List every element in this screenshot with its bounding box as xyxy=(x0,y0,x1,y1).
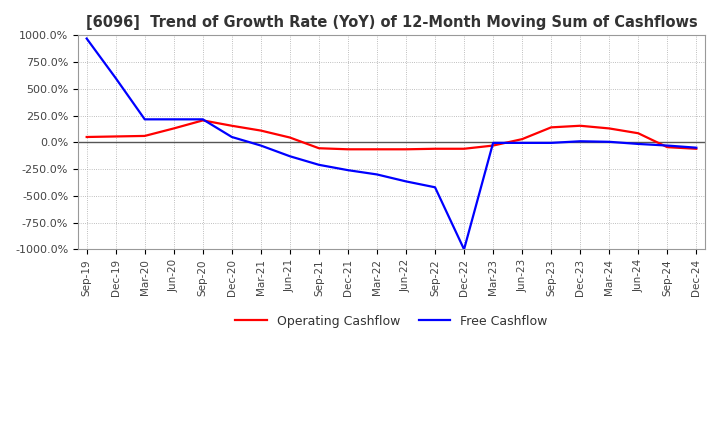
Operating Cashflow xyxy=(692,146,701,151)
Operating Cashflow xyxy=(489,143,498,148)
Free Cashflow xyxy=(431,185,439,190)
Free Cashflow xyxy=(82,36,91,41)
Free Cashflow xyxy=(169,117,178,122)
Free Cashflow xyxy=(634,141,642,147)
Operating Cashflow xyxy=(112,134,120,139)
Operating Cashflow xyxy=(460,146,469,151)
Operating Cashflow xyxy=(228,123,236,128)
Free Cashflow xyxy=(402,179,410,184)
Free Cashflow xyxy=(228,134,236,139)
Operating Cashflow xyxy=(315,146,323,151)
Operating Cashflow xyxy=(140,133,149,139)
Free Cashflow xyxy=(460,247,469,252)
Operating Cashflow xyxy=(256,128,265,133)
Operating Cashflow xyxy=(634,131,642,136)
Free Cashflow xyxy=(518,140,526,146)
Free Cashflow xyxy=(489,140,498,146)
Operating Cashflow xyxy=(576,123,585,128)
Operating Cashflow xyxy=(343,147,352,152)
Operating Cashflow xyxy=(82,134,91,139)
Title: [6096]  Trend of Growth Rate (YoY) of 12-Month Moving Sum of Cashflows: [6096] Trend of Growth Rate (YoY) of 12-… xyxy=(86,15,698,30)
Free Cashflow xyxy=(286,154,294,159)
Line: Operating Cashflow: Operating Cashflow xyxy=(86,121,696,149)
Operating Cashflow xyxy=(546,125,555,130)
Operating Cashflow xyxy=(518,136,526,142)
Operating Cashflow xyxy=(286,135,294,140)
Operating Cashflow xyxy=(605,126,613,131)
Free Cashflow xyxy=(373,172,382,177)
Free Cashflow xyxy=(605,139,613,144)
Line: Free Cashflow: Free Cashflow xyxy=(86,39,696,249)
Operating Cashflow xyxy=(431,146,439,151)
Free Cashflow xyxy=(112,76,120,81)
Free Cashflow xyxy=(315,162,323,168)
Free Cashflow xyxy=(343,168,352,173)
Free Cashflow xyxy=(663,143,672,148)
Operating Cashflow xyxy=(199,118,207,123)
Operating Cashflow xyxy=(373,147,382,152)
Free Cashflow xyxy=(199,117,207,122)
Operating Cashflow xyxy=(169,126,178,131)
Free Cashflow xyxy=(692,145,701,150)
Free Cashflow xyxy=(256,143,265,148)
Free Cashflow xyxy=(546,140,555,146)
Legend: Operating Cashflow, Free Cashflow: Operating Cashflow, Free Cashflow xyxy=(230,310,552,333)
Free Cashflow xyxy=(140,117,149,122)
Operating Cashflow xyxy=(663,144,672,150)
Free Cashflow xyxy=(576,139,585,144)
Operating Cashflow xyxy=(402,147,410,152)
